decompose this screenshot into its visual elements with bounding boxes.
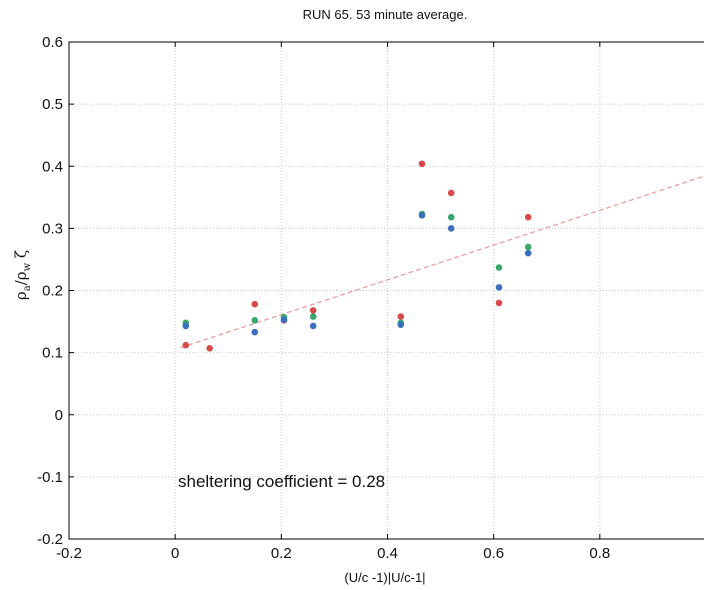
y-tick-label: 0.3 [42, 220, 63, 237]
series-2-point [182, 322, 190, 330]
series-2-point [397, 321, 405, 328]
series-0-point [495, 299, 503, 307]
plot-background [69, 42, 704, 539]
x-axis-label: (U/c -1)|U/c-1| [344, 570, 425, 585]
x-tick-label: 0.4 [377, 545, 398, 562]
x-tick-label: 0.6 [483, 545, 504, 562]
series-2-point [251, 328, 259, 336]
series-2-point [495, 284, 503, 291]
x-axis-ticks: -0.2 0 0.2 0.4 0.6 0.8 [56, 42, 610, 562]
y-tick-label: -0.1 [37, 469, 63, 486]
y-axis-ticks: -0.2 -0.1 0 0.1 0.2 0.3 0.4 0.5 0.6 [37, 34, 74, 548]
series-1-point [447, 213, 455, 221]
y-tick-label: -0.2 [37, 531, 63, 548]
series-2-point [280, 316, 288, 323]
data-points [182, 160, 532, 352]
y-tick-label: 0.1 [42, 345, 63, 362]
x-tick-label: -0.2 [56, 545, 82, 562]
y-tick-label: 0.5 [42, 96, 63, 113]
series-1-point [495, 264, 503, 271]
series-0-point [524, 213, 532, 221]
series-2-point [447, 225, 455, 232]
y-axis-label: ρa/ρw ζ [12, 250, 33, 300]
x-tick-label: 0 [171, 545, 179, 562]
series-1-point [309, 313, 317, 320]
y-tick-label: 0.6 [42, 34, 63, 51]
series-2-point [524, 249, 532, 257]
sheltering-coefficient-annotation: sheltering coefficient = 0.28 [178, 472, 385, 491]
chart-title: RUN 65. 53 minute average. [303, 7, 468, 22]
series-0-point [309, 307, 317, 314]
y-tick-label: 0.2 [42, 283, 63, 300]
series-0-point [251, 300, 259, 308]
series-2-point [418, 212, 426, 219]
series-0-point [182, 341, 190, 349]
y-tick-label: 0.4 [42, 158, 63, 175]
series-1-point [251, 317, 259, 324]
x-tick-label: 0.2 [271, 545, 292, 562]
y-tick-label: 0 [55, 407, 63, 424]
series-0-point [397, 313, 405, 320]
svg-text:ρa/ρw ζ: ρa/ρw ζ [12, 250, 33, 300]
series-0-point [447, 189, 455, 197]
fit-line-group [180, 175, 704, 349]
series-1-point [524, 243, 532, 251]
x-tick-label: 0.8 [589, 545, 610, 562]
series-0-point [206, 344, 213, 352]
series-0-point [418, 160, 426, 168]
fit-line [180, 175, 704, 349]
series-2-point [309, 322, 317, 330]
